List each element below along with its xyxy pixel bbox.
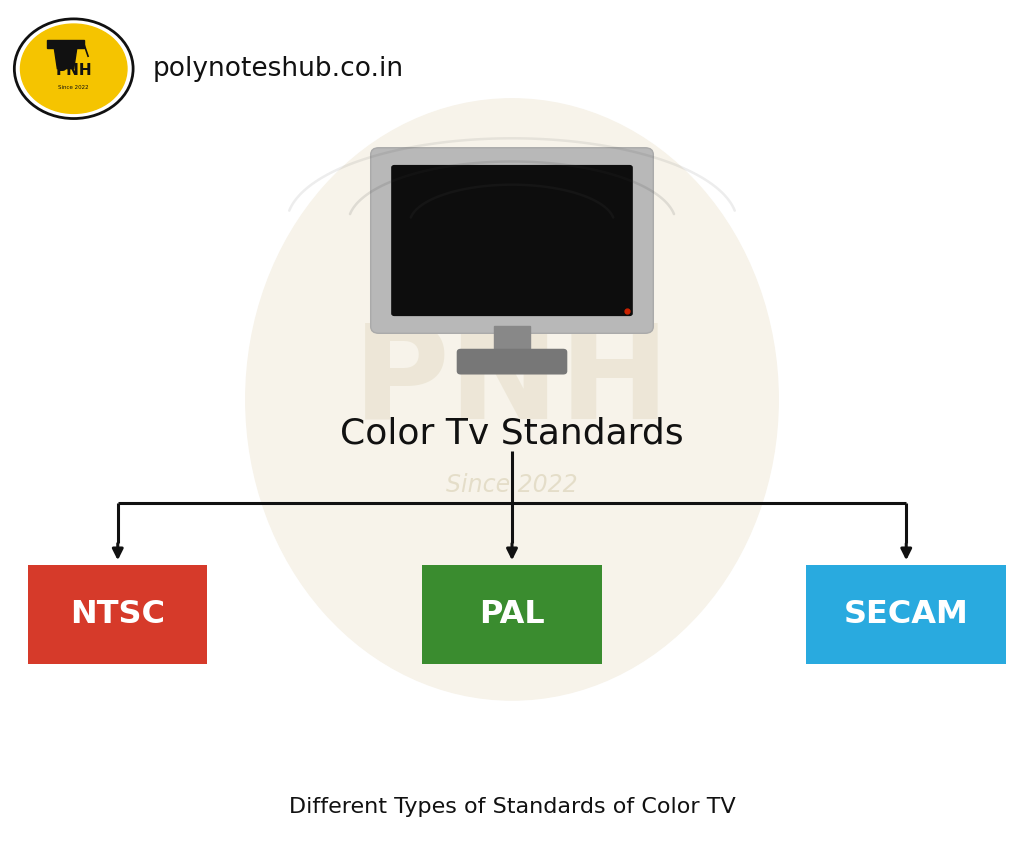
FancyBboxPatch shape [29,565,207,663]
Text: Different Types of Standards of Color TV: Different Types of Standards of Color TV [289,797,735,818]
Text: Color Tv Standards: Color Tv Standards [340,417,684,451]
Polygon shape [54,48,77,69]
Text: Since 2022: Since 2022 [446,473,578,497]
Text: PNH: PNH [353,319,671,446]
FancyBboxPatch shape [422,565,601,663]
FancyBboxPatch shape [371,148,653,333]
FancyBboxPatch shape [457,349,567,375]
Polygon shape [47,40,84,48]
Text: SECAM: SECAM [844,599,969,630]
Text: Since 2022: Since 2022 [58,85,89,90]
Bar [494,326,530,352]
FancyBboxPatch shape [391,165,633,316]
FancyBboxPatch shape [807,565,1006,663]
Text: polynoteshub.co.in: polynoteshub.co.in [153,56,403,82]
Circle shape [20,24,127,113]
Text: PNH: PNH [55,63,92,78]
Ellipse shape [246,99,778,700]
Text: PAL: PAL [479,599,545,630]
Text: NTSC: NTSC [71,599,165,630]
